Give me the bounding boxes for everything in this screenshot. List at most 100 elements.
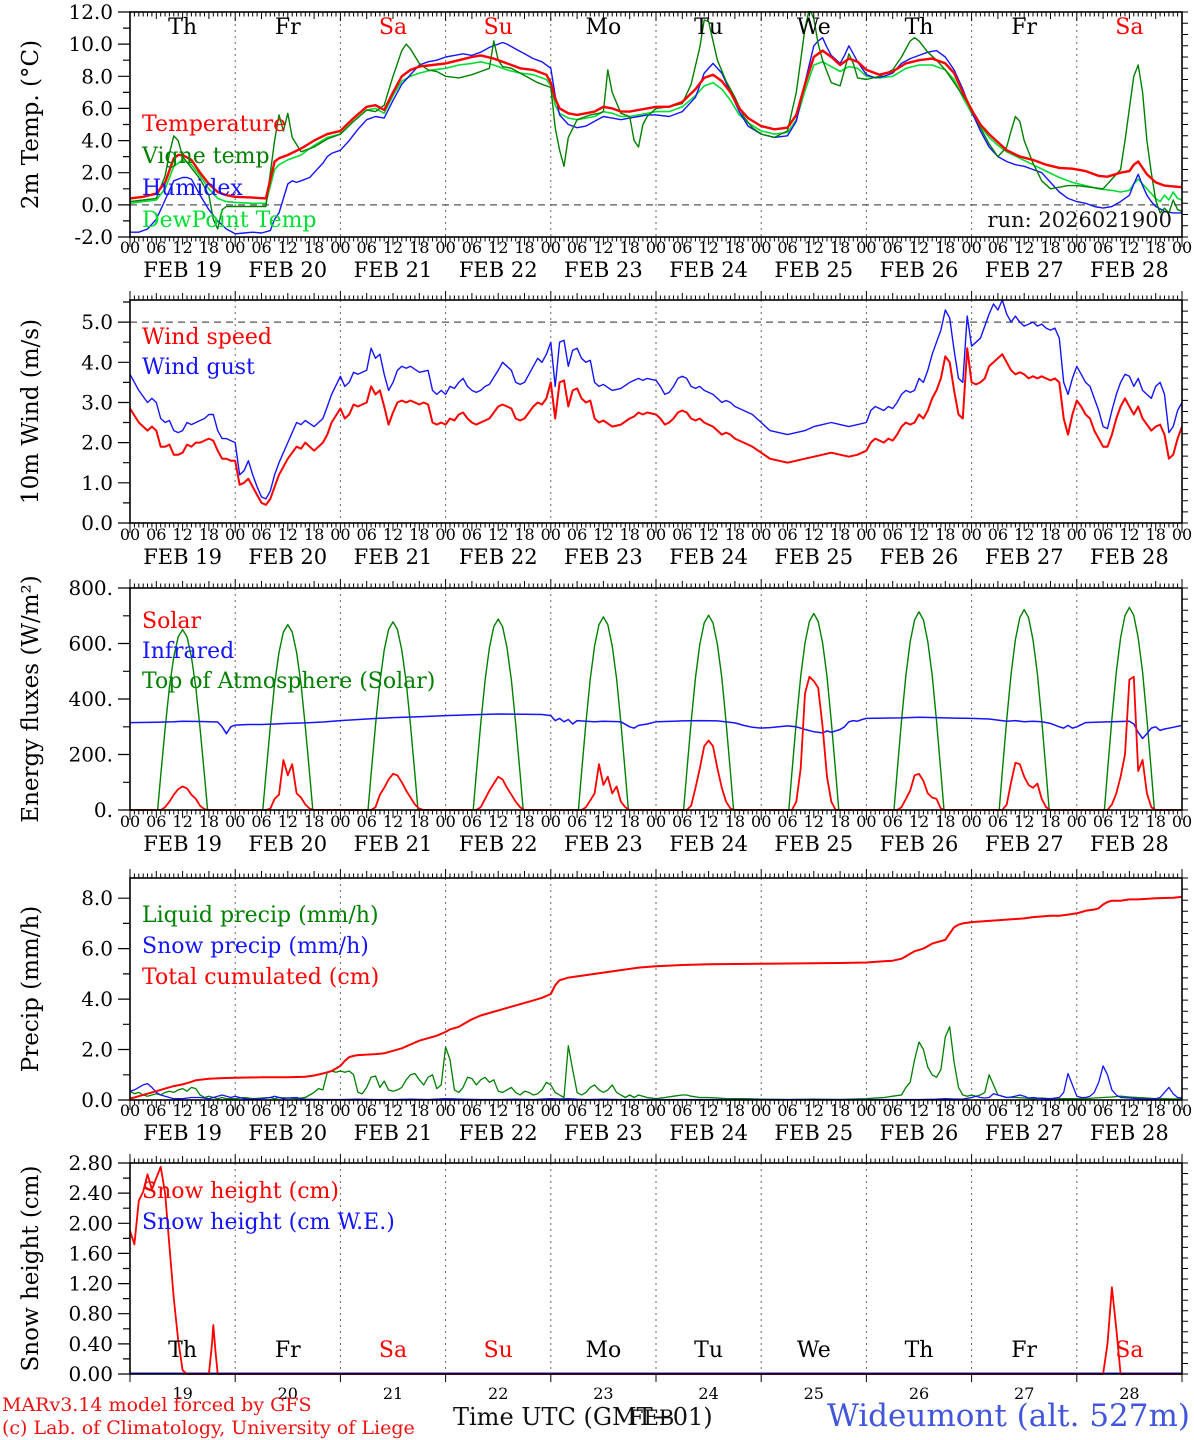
hour-tick-label: 12	[1014, 525, 1034, 544]
day-number-label: 19	[172, 1384, 192, 1403]
hour-tick-label: 00	[856, 812, 876, 831]
hour-tick-label: 06	[777, 525, 797, 544]
legend-total-cumulated-cm: Total cumulated (cm)	[142, 965, 379, 990]
hour-tick-label: 06	[567, 1101, 587, 1120]
hour-tick-label: 00	[646, 525, 666, 544]
hour-tick-label: 00	[961, 238, 981, 257]
day-name-label: Mo	[586, 15, 622, 40]
hour-tick-label: 06	[1093, 1101, 1113, 1120]
panel-5: 2.80 2.40 2.00 1.60 1.20 0.80 0.40 0.00 Snow hei…	[18, 1151, 1188, 1403]
date-label: FEB 23	[564, 1121, 643, 1145]
hour-tick-label: 12	[1119, 812, 1139, 831]
day-name-label: Th	[168, 1338, 197, 1363]
date-label: FEB 19	[143, 832, 222, 856]
hour-tick-label: 06	[146, 1101, 166, 1120]
hour-tick-label: 06	[672, 238, 692, 257]
date-label: FEB 28	[1090, 545, 1169, 569]
hour-tick-label: 18	[304, 1101, 324, 1120]
y-tick-label: 8.0	[81, 886, 113, 910]
legend-wind-gust: Wind gust	[142, 355, 255, 380]
hour-tick-label: 06	[251, 1101, 271, 1120]
date-label: FEB 19	[143, 545, 222, 569]
hourly-ticks-bottom	[129, 1100, 1183, 1110]
date-label: FEB 21	[354, 258, 433, 282]
hourly-ticks-bottom	[129, 237, 1183, 247]
day-name-label: Th	[905, 1338, 934, 1363]
date-label: FEB 24	[669, 545, 748, 569]
hour-tick-label: 00	[435, 812, 455, 831]
y-tick-label: 0.0	[81, 193, 113, 217]
day-number-label: 20	[278, 1384, 298, 1403]
hour-tick-label: 12	[909, 1101, 929, 1120]
hour-tick-label: 12	[383, 525, 403, 544]
hour-tick-label: 00	[1172, 1101, 1192, 1120]
hour-tick-label: 18	[620, 812, 640, 831]
y-tick-label: 2.0	[81, 1038, 113, 1062]
hour-tick-label: 00	[646, 1101, 666, 1120]
y-axis-ticks	[118, 1162, 130, 1375]
hour-tick-label: 00	[120, 812, 140, 831]
hour-tick-label: 00	[751, 238, 771, 257]
y-tick-label: 1.20	[68, 1272, 113, 1296]
day-name-label: Th	[905, 15, 934, 40]
legend-top-of-atmosphere-solar: Top of Atmosphere (Solar)	[142, 669, 435, 694]
hour-tick-label: 12	[804, 1101, 824, 1120]
series-liquid-precip	[130, 1026, 1182, 1101]
y-tick-label: 0.80	[68, 1302, 113, 1326]
hour-tick-label: 18	[1146, 525, 1166, 544]
hour-tick-label: 18	[935, 812, 955, 831]
hour-tick-label: 00	[1172, 812, 1192, 831]
hourly-ticks-top	[129, 579, 1183, 588]
right-edge-ticks	[1182, 11, 1188, 238]
hour-tick-label: 12	[698, 525, 718, 544]
hour-tick-label: 06	[357, 238, 377, 257]
hour-tick-label: 12	[1014, 238, 1034, 257]
hour-tick-label: 18	[1146, 238, 1166, 257]
legend-temperature: Temperature	[142, 112, 286, 137]
y-tick-label: -2.0	[74, 225, 113, 249]
date-label: FEB 26	[880, 832, 959, 856]
date-label: FEB 25	[774, 258, 853, 282]
hour-tick-label: 12	[593, 812, 613, 831]
date-label: FEB 24	[669, 1121, 748, 1145]
series-vigne-temp	[130, 11, 1182, 230]
date-label: FEB 20	[248, 1121, 327, 1145]
hour-tick-label: 06	[462, 1101, 482, 1120]
date-label: FEB 26	[880, 1121, 959, 1145]
month-label-overlap: FEB	[629, 1406, 675, 1430]
hour-tick-label: 18	[199, 812, 219, 831]
hour-tick-label: 00	[961, 812, 981, 831]
hour-tick-label: 18	[409, 525, 429, 544]
hour-tick-label: 12	[804, 812, 824, 831]
date-label: FEB 28	[1090, 258, 1169, 282]
y-tick-label: 4.0	[81, 987, 113, 1011]
y-tick-label: 200.	[68, 743, 113, 767]
hour-tick-label: 00	[856, 525, 876, 544]
y-tick-label: 1.0	[81, 471, 113, 495]
hour-tick-label: 18	[935, 1101, 955, 1120]
date-label: FEB 23	[564, 545, 643, 569]
day-name-label: Sa	[379, 15, 407, 40]
day-number-label: 28	[1119, 1384, 1139, 1403]
y-tick-label: 600.	[68, 632, 113, 656]
hour-tick-label: 12	[383, 238, 403, 257]
hour-tick-label: 00	[435, 1101, 455, 1120]
hour-tick-label: 06	[672, 812, 692, 831]
hour-tick-label: 12	[278, 525, 298, 544]
hour-tick-label: 18	[935, 525, 955, 544]
hour-tick-label: 18	[304, 238, 324, 257]
hour-tick-label: 00	[541, 812, 561, 831]
hour-tick-label: 18	[1040, 525, 1060, 544]
day-boundary-gridlines	[234, 588, 1078, 810]
y-tick-label: 0.	[94, 798, 113, 822]
hour-tick-label: 12	[278, 238, 298, 257]
y-tick-label: 6.0	[81, 96, 113, 120]
hour-tick-label: 12	[909, 812, 929, 831]
hour-tick-label: 12	[488, 1101, 508, 1120]
y-tick-label: 2.80	[68, 1151, 113, 1175]
hour-tick-label: 00	[225, 525, 245, 544]
hour-tick-label: 12	[383, 812, 403, 831]
hour-tick-label: 00	[330, 525, 350, 544]
series-humidex	[130, 37, 1182, 235]
hour-tick-label: 06	[567, 812, 587, 831]
